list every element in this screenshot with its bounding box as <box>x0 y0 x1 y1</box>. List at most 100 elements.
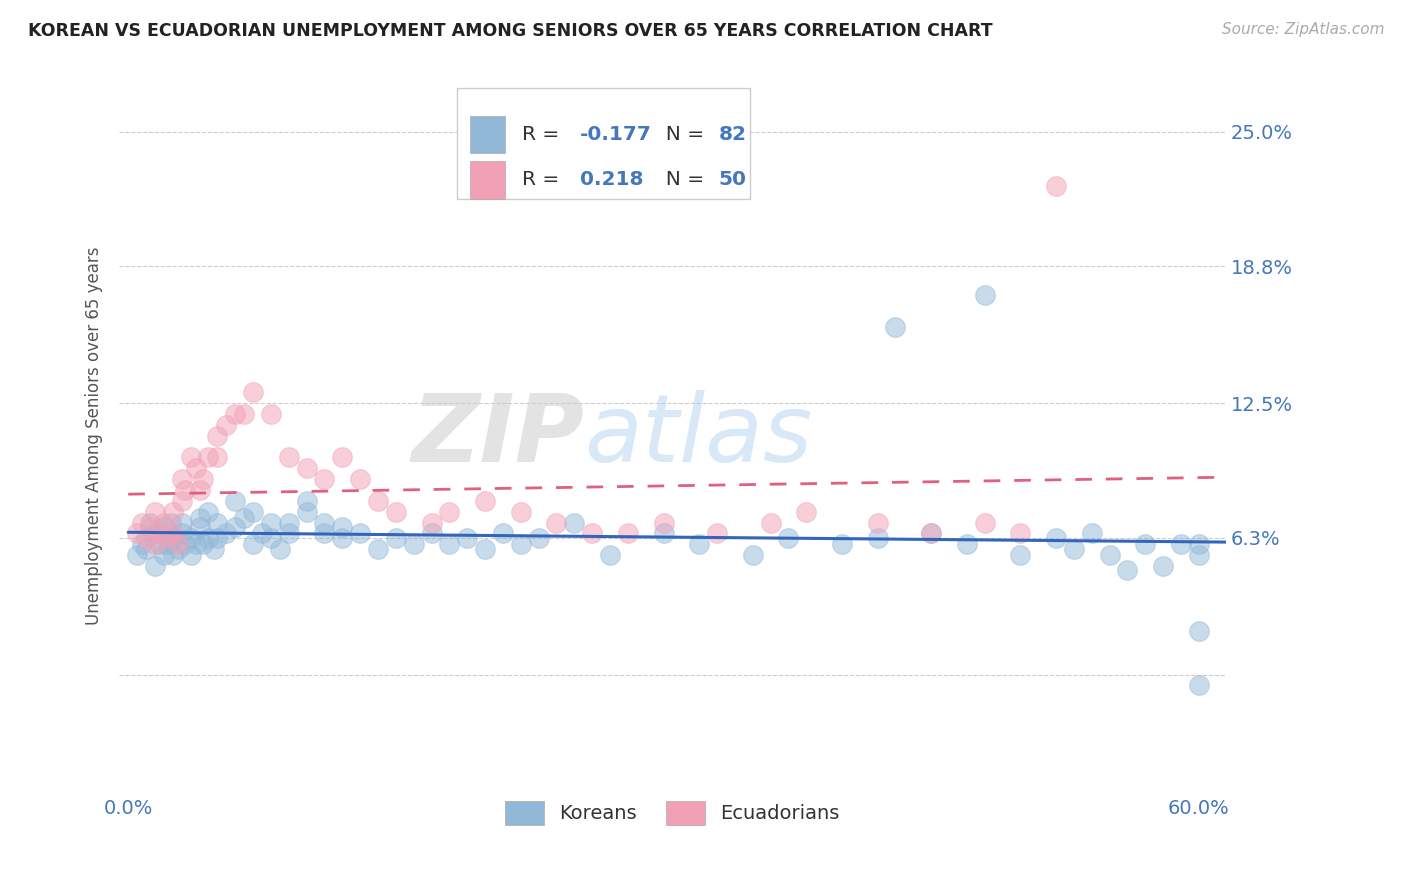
Point <box>1010 548 1032 562</box>
Point <box>170 526 193 541</box>
Point <box>973 287 995 301</box>
Point <box>174 483 197 497</box>
Point <box>138 520 160 534</box>
Point <box>492 526 515 541</box>
Point <box>349 472 371 486</box>
Point <box>156 537 179 551</box>
Text: ZIP: ZIP <box>411 390 583 482</box>
FancyBboxPatch shape <box>470 116 505 153</box>
Point <box>207 516 229 530</box>
Point <box>314 526 336 541</box>
Point <box>509 537 531 551</box>
Point <box>162 505 184 519</box>
Point <box>153 520 176 534</box>
Point <box>527 531 550 545</box>
Point <box>474 494 496 508</box>
Text: atlas: atlas <box>583 390 813 482</box>
Point <box>295 461 318 475</box>
Point <box>233 407 256 421</box>
Point <box>162 526 184 541</box>
Point <box>277 450 299 465</box>
Point <box>242 385 264 400</box>
Point <box>131 537 153 551</box>
Point <box>224 494 246 508</box>
Text: 50: 50 <box>718 170 747 189</box>
Point <box>143 537 166 551</box>
Point <box>330 520 353 534</box>
Text: 82: 82 <box>718 125 747 145</box>
Text: KOREAN VS ECUADORIAN UNEMPLOYMENT AMONG SENIORS OVER 65 YEARS CORRELATION CHART: KOREAN VS ECUADORIAN UNEMPLOYMENT AMONG … <box>28 22 993 40</box>
Point <box>162 548 184 562</box>
Point <box>1188 678 1211 692</box>
Point <box>242 537 264 551</box>
Text: -0.177: -0.177 <box>579 125 651 145</box>
Point <box>314 516 336 530</box>
Point <box>191 537 214 551</box>
Point <box>617 526 640 541</box>
Point <box>207 450 229 465</box>
FancyBboxPatch shape <box>470 161 505 199</box>
Point <box>170 494 193 508</box>
Point <box>207 531 229 545</box>
Point <box>215 417 238 432</box>
Point <box>180 548 202 562</box>
Point <box>706 526 728 541</box>
Point <box>135 531 157 545</box>
Point <box>250 526 273 541</box>
Point <box>295 505 318 519</box>
Point <box>170 516 193 530</box>
Point <box>277 516 299 530</box>
Point <box>385 531 408 545</box>
Text: N =: N = <box>652 125 710 145</box>
Point <box>1116 563 1139 577</box>
Point <box>652 516 675 530</box>
Point <box>367 541 389 556</box>
Point <box>143 559 166 574</box>
Point <box>153 548 176 562</box>
Point <box>156 531 179 545</box>
Point <box>1081 526 1104 541</box>
FancyBboxPatch shape <box>457 88 749 199</box>
Point <box>1152 559 1174 574</box>
Point <box>866 531 889 545</box>
Point <box>652 526 675 541</box>
Point <box>153 516 176 530</box>
Point <box>1010 526 1032 541</box>
Point <box>202 541 225 556</box>
Point <box>233 511 256 525</box>
Point <box>184 461 207 475</box>
Point <box>180 531 202 545</box>
Point <box>456 531 478 545</box>
Point <box>1170 537 1192 551</box>
Point <box>180 450 202 465</box>
Point <box>1135 537 1157 551</box>
Point <box>402 537 425 551</box>
Point <box>1063 541 1085 556</box>
Text: 0.218: 0.218 <box>579 170 643 189</box>
Point <box>188 483 211 497</box>
Y-axis label: Unemployment Among Seniors over 65 years: Unemployment Among Seniors over 65 years <box>86 246 103 625</box>
Point <box>143 526 166 541</box>
Point <box>420 516 443 530</box>
Point <box>138 516 160 530</box>
Point <box>794 505 817 519</box>
Point <box>215 526 238 541</box>
Text: N =: N = <box>652 170 710 189</box>
Point <box>174 537 197 551</box>
Point <box>277 526 299 541</box>
Point <box>688 537 710 551</box>
Point <box>385 505 408 519</box>
Point <box>349 526 371 541</box>
Point <box>242 505 264 519</box>
Point <box>184 537 207 551</box>
Point <box>149 526 172 541</box>
Point <box>1188 624 1211 639</box>
Point <box>1045 179 1067 194</box>
Point <box>224 520 246 534</box>
Point <box>135 541 157 556</box>
Point <box>920 526 942 541</box>
Point <box>741 548 763 562</box>
Point <box>170 472 193 486</box>
Text: R =: R = <box>522 170 565 189</box>
Text: R =: R = <box>522 125 565 145</box>
